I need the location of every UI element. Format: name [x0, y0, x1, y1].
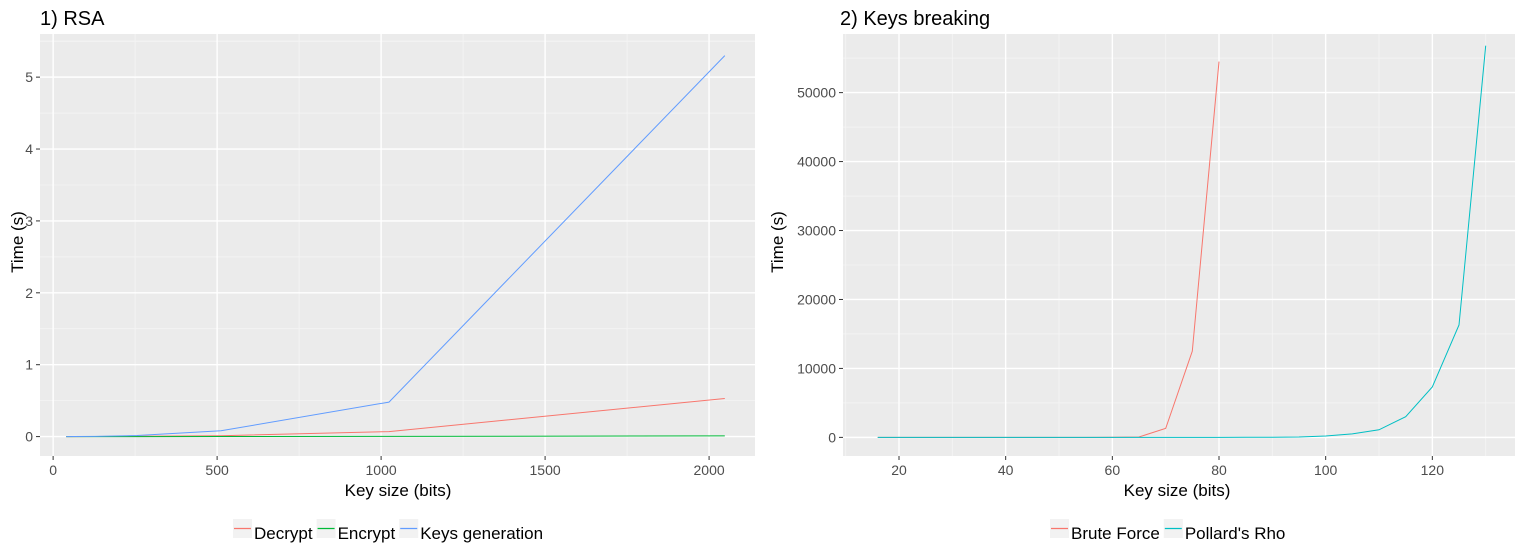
legend-item: Pollard's Rho [1163, 519, 1286, 543]
x-tick-label: 80 [1211, 462, 1227, 478]
axis-ticks: 0 500 1000 1500 2000 0 1 2 3 4 5 [25, 69, 725, 478]
x-tick-label: 40 [998, 462, 1014, 478]
plot-background [40, 34, 755, 456]
chart-title: 2) Keys breaking [840, 8, 990, 30]
x-tick-label: 120 [1421, 462, 1445, 478]
y-tick-label: 0 [828, 429, 836, 445]
legend: Decrypt Encrypt Keys generation [233, 519, 543, 543]
y-tick-label: 10000 [797, 360, 836, 376]
y-tick-label: 1 [25, 357, 33, 373]
legend: Brute Force Pollard's Rho [1050, 519, 1285, 543]
y-tick-label: 0 [25, 429, 33, 445]
series-lines [66, 55, 726, 438]
legend-item: Brute Force [1050, 519, 1160, 543]
grid-lines [40, 34, 755, 456]
plot-background [843, 34, 1515, 456]
x-tick-label: 1000 [366, 462, 397, 478]
keys-breaking-chart: 2) Keys breaking 20 40 60 80 100 120 0 10000 200… [768, 8, 1515, 543]
legend-label: Encrypt [338, 524, 396, 543]
axis-ticks: 20 40 60 80 100 120 0 10000 20000 30000 40000 50000 [797, 85, 1444, 478]
series-lines [877, 45, 1487, 438]
y-tick-label: 3 [25, 213, 33, 229]
y-tick-label: 5 [25, 69, 33, 85]
legend-label: Pollard's Rho [1185, 524, 1286, 543]
chart-title: 1) RSA [40, 8, 105, 30]
series-line-keys-generation [66, 55, 726, 438]
x-tick-label: 60 [1105, 462, 1121, 478]
series-line-pollard-s-rho [877, 45, 1487, 438]
x-tick-label: 500 [205, 462, 229, 478]
legend-item: Keys generation [399, 519, 543, 543]
y-tick-label: 50000 [797, 85, 836, 101]
legend-label: Decrypt [254, 524, 313, 543]
rsa-chart-panel: 1) RSA 0 500 1000 1500 2000 0 1 2 3 4 5 Key size (… [0, 0, 760, 558]
x-tick-label: 100 [1314, 462, 1338, 478]
y-axis-title: Time (s) [8, 211, 27, 273]
y-tick-label: 40000 [797, 154, 836, 170]
y-tick-label: 30000 [797, 223, 836, 239]
y-tick-label: 2 [25, 285, 33, 301]
legend-item: Decrypt [233, 519, 313, 543]
x-axis-title: Key size (bits) [1124, 481, 1231, 500]
y-tick-label: 20000 [797, 291, 836, 307]
x-axis-title: Key size (bits) [345, 481, 452, 500]
x-tick-label: 20 [891, 462, 907, 478]
x-tick-label: 2000 [694, 462, 725, 478]
y-axis-title: Time (s) [768, 211, 787, 273]
y-tick-label: 4 [25, 141, 33, 157]
legend-item: Encrypt [316, 519, 396, 543]
x-tick-label: 1500 [530, 462, 561, 478]
legend-label: Keys generation [420, 524, 543, 543]
rsa-chart: 1) RSA 0 500 1000 1500 2000 0 1 2 3 4 5 Key size (… [8, 8, 755, 543]
keys-breaking-chart-panel: 2) Keys breaking 20 40 60 80 100 120 0 10000 200… [760, 0, 1521, 558]
legend-label: Brute Force [1071, 524, 1160, 543]
x-tick-label: 0 [49, 462, 57, 478]
